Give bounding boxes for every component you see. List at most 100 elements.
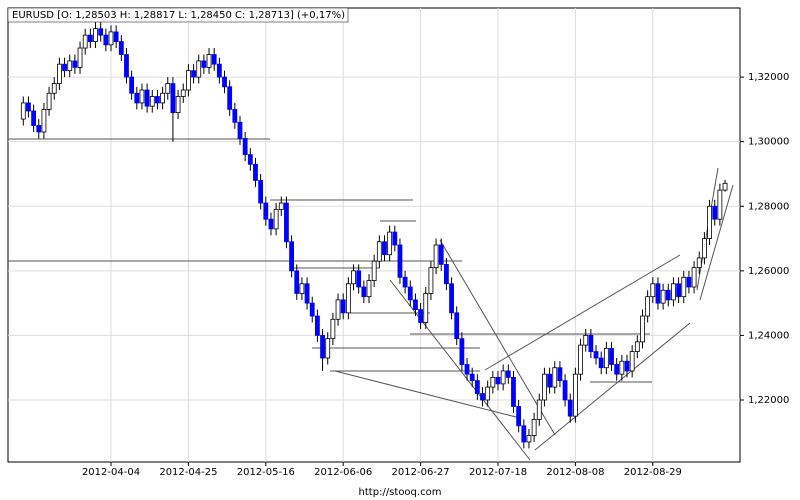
legend-box [7, 7, 349, 23]
candle-body [57, 63, 62, 84]
candle-body [531, 418, 537, 436]
candle-body [547, 373, 552, 388]
candle-body [603, 347, 609, 369]
candle-body [129, 76, 135, 94]
candle-body [108, 31, 114, 46]
trend-line [484, 254, 681, 371]
candle-body [216, 63, 222, 78]
candle-body [521, 425, 527, 443]
candle-body [567, 399, 573, 417]
candle-body [155, 96, 160, 104]
candle-body [392, 231, 398, 246]
candle-body [619, 360, 625, 375]
candle-body [118, 41, 124, 55]
candle-body [691, 267, 697, 288]
candle-body [376, 241, 382, 262]
candle-body [299, 283, 305, 294]
candle-body [402, 276, 408, 288]
candle-body [712, 205, 718, 220]
y-tick-label: 1,30000 [748, 137, 789, 148]
candle-body [77, 47, 83, 68]
candle-body [222, 76, 227, 88]
candle-body [707, 205, 712, 239]
candle-body [93, 28, 98, 42]
candle-body [413, 299, 418, 310]
candle-body [98, 28, 104, 36]
candle-body [113, 31, 119, 42]
x-tick-label: 2012-05-16 [237, 467, 295, 478]
candle-body [26, 102, 31, 112]
candle-body [253, 163, 258, 181]
candle-body [361, 286, 367, 298]
candle-body [258, 180, 264, 204]
candle-body [180, 89, 186, 97]
candle-body [686, 276, 692, 288]
candle-body [103, 34, 109, 46]
trend-line [334, 370, 521, 419]
trend-line [699, 184, 734, 301]
candle-body [314, 315, 320, 336]
candle-body [340, 299, 346, 314]
candle-body [325, 338, 331, 359]
candle-body [165, 83, 171, 94]
trend-line [389, 279, 531, 461]
candle-body [485, 386, 491, 401]
candle-body [371, 260, 377, 281]
candle-body [227, 86, 233, 110]
x-tick-label: 2012-08-08 [546, 467, 604, 478]
y-tick-label: 1,28000 [748, 201, 789, 212]
candle-body [702, 238, 707, 259]
candle-body [320, 335, 325, 359]
candle-body [304, 283, 310, 304]
candle-body [573, 373, 578, 417]
candle-body [454, 312, 460, 340]
candle-body [552, 367, 558, 388]
legend-text: EURUSD [O: 1,28503 H: 1,28817 L: 1,28450… [12, 10, 345, 21]
candle-body [175, 96, 181, 114]
candle-body [72, 60, 78, 68]
candle-body [289, 241, 295, 272]
candle-body [67, 60, 73, 72]
candle-body [629, 351, 635, 372]
candle-body [407, 286, 413, 301]
candle-body [449, 283, 454, 314]
candle-body [196, 60, 202, 78]
candle-body [469, 373, 475, 382]
candle-body [160, 92, 166, 104]
candle-body [676, 283, 681, 298]
candle-body [41, 108, 47, 133]
x-tick-label: 2012-04-04 [82, 467, 140, 478]
candle-body [650, 283, 656, 298]
candle-body [418, 309, 424, 323]
candle-body [681, 276, 687, 298]
x-tick-label: 2012-07-18 [469, 467, 527, 478]
trend-line [439, 239, 556, 436]
candle-body [31, 110, 37, 126]
candle-body [722, 182, 728, 191]
candle-body [356, 270, 362, 288]
y-tick-label: 1,24000 [748, 330, 789, 341]
candle-body [536, 399, 542, 420]
candle-body [263, 202, 269, 220]
candle-body [397, 244, 403, 278]
candle-body [124, 54, 129, 78]
candle-body [593, 351, 599, 359]
candle-body [46, 92, 52, 110]
candle-body [191, 70, 196, 78]
candle-body [387, 231, 393, 256]
candle-body [578, 344, 583, 375]
candle-body [562, 380, 568, 401]
candle-body [170, 83, 176, 114]
y-tick-label: 1,22000 [748, 395, 789, 406]
candle-body [542, 373, 547, 401]
x-tick-label: 2012-06-06 [314, 467, 372, 478]
candle-body [87, 34, 93, 42]
candle-body [490, 376, 496, 388]
candle-body [294, 270, 300, 294]
candle-body [516, 406, 522, 427]
candle-body [665, 289, 671, 301]
footer: http://stooq.com [359, 487, 442, 498]
candle-body [366, 280, 372, 298]
candle-body [335, 299, 341, 320]
candle-body [382, 241, 387, 256]
